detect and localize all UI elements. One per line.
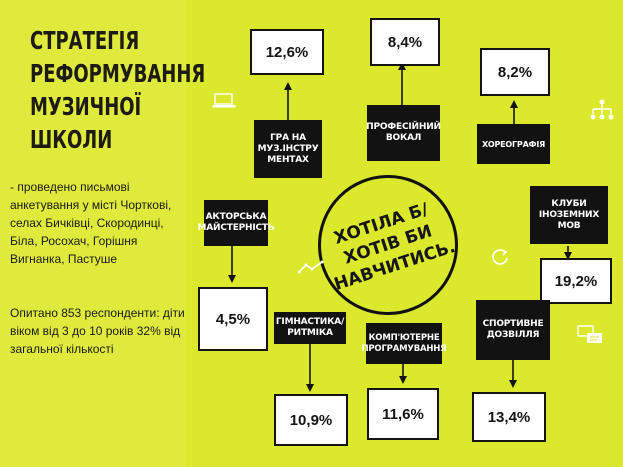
value-box-choreo: 8,2% (480, 48, 550, 96)
chat-icon (577, 325, 602, 343)
title-line-3: МУЗИЧНОЇ (30, 92, 142, 121)
value-box-vocal: 8,4% (370, 18, 440, 66)
label-sport: СПОРТИВНЕ ДОЗВІЛЛЯ (476, 300, 550, 360)
left-panel (0, 0, 186, 467)
label-gymnastics: ГІМНАСТИКА/ РИТМІКА (274, 312, 346, 344)
refresh-icon (492, 249, 508, 265)
value-box-sport: 13,4% (472, 392, 546, 442)
label-acting: АКТОРСЬКА МАЙСТЕРНІСТЬ (198, 200, 275, 246)
label-muz-instrument: ГРА НА МУЗ.ІНСТРУ МЕНТАХ (254, 120, 322, 178)
laptop-icon (212, 93, 236, 108)
label-vocal: ПРОФЕСІЙНИЙ ВОКАЛ (366, 105, 441, 161)
label-programming: КОМП'ЮТЕРНЕ ПРОГРАМУВАННЯ (361, 323, 447, 364)
value-box-programming: 11,6% (367, 388, 439, 440)
value-box-muz-instrument: 12,6% (250, 29, 324, 75)
center-circle (318, 175, 458, 315)
title-line-4: ШКОЛИ (30, 125, 113, 154)
value-box-acting: 4,5% (198, 287, 268, 351)
title-line-1: СТРАТЕГІЯ (30, 26, 140, 55)
value-box-gymnastics: 10,9% (274, 394, 348, 446)
sitemap-icon (590, 99, 614, 120)
label-choreo: ХОРЕОГРАФІЯ (477, 124, 550, 164)
value-box-languages: 19,2% (540, 258, 612, 304)
survey-stats: Опитано 853 респонденти: діти віком від … (10, 306, 185, 356)
page-title: СТРАТЕГІЯ РЕФОРМУВАННЯ МУЗИЧНОЇ ШКОЛИ (30, 24, 205, 156)
survey-intro: - проведено письмові анкетування у місті… (10, 180, 172, 266)
label-languages: КЛУБИ ІНОЗЕМНИХ МОВ (530, 186, 608, 244)
line-chart-icon (298, 260, 324, 274)
